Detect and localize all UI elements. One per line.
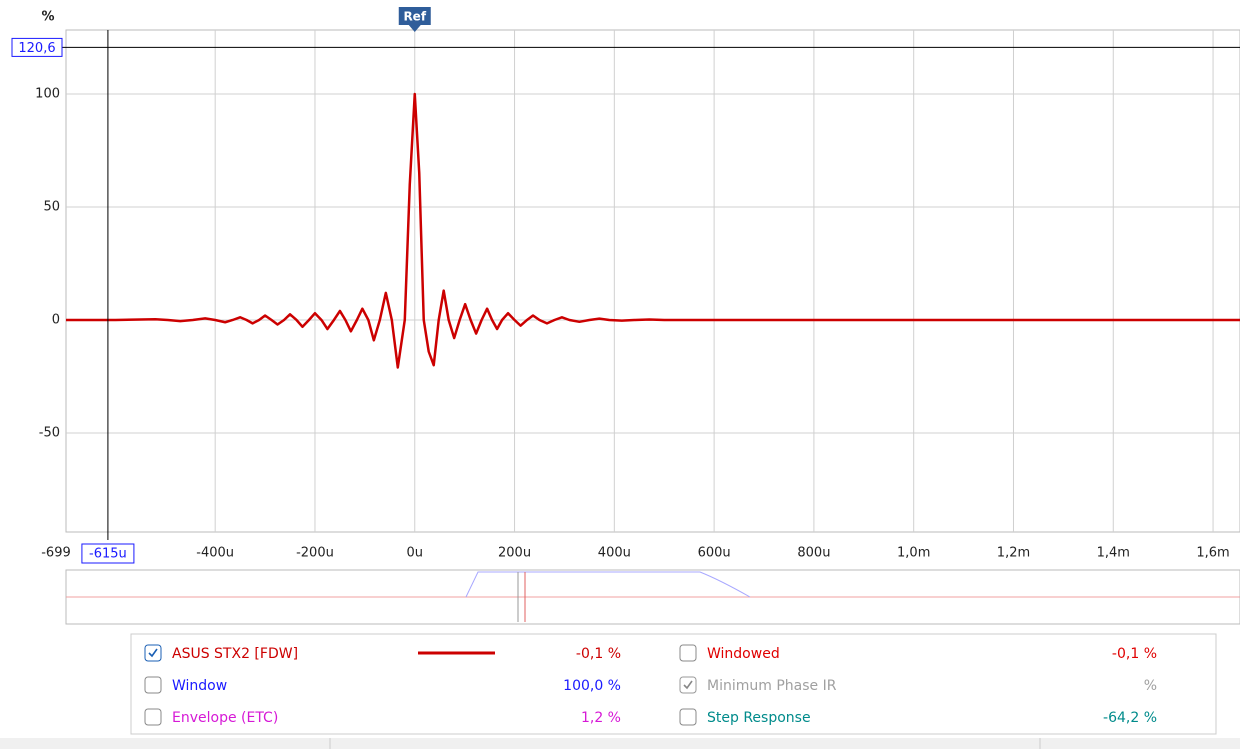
legend-readout: % <box>1144 678 1157 694</box>
cursor-y-box <box>11 37 63 57</box>
legend-label: Windowed <box>707 646 780 662</box>
checkbox[interactable] <box>679 676 697 694</box>
checkbox[interactable] <box>144 676 162 694</box>
x-start-label: -699 <box>41 546 71 561</box>
ref-label: Ref <box>403 10 426 24</box>
legend-label: Minimum Phase IR <box>707 678 837 694</box>
checkmark <box>683 680 693 690</box>
x-tick-label: 1,2m <box>997 546 1030 561</box>
cursor-x-label: -615u <box>89 547 127 562</box>
legend-readout: -0,1 % <box>1112 646 1157 662</box>
x-tick-label: 200u <box>498 546 531 561</box>
legend-readout: 100,0 % <box>563 678 621 694</box>
x-tick-label: 1,0m <box>897 546 930 561</box>
x-tick-label: 1,4m <box>1097 546 1130 561</box>
legend-panel <box>130 633 1217 735</box>
y-axis-label: % <box>41 10 54 25</box>
legend-label: Step Response <box>707 710 811 726</box>
checkmark <box>148 648 158 658</box>
legend-readout: -0,1 % <box>576 646 621 662</box>
x-tick-label: -400u <box>196 546 234 561</box>
y-tick-label: 100 <box>35 86 60 101</box>
y-tick-label: 0 <box>52 312 60 327</box>
checkbox[interactable] <box>679 708 697 726</box>
x-tick-label: 1,6m <box>1196 546 1229 561</box>
x-tick-label: 0u <box>406 546 423 561</box>
impulse-line <box>66 92 1240 369</box>
y-tick-label: -50 <box>39 426 60 441</box>
legend-label: Window <box>172 678 227 694</box>
legend-label: Envelope (ETC) <box>172 710 278 726</box>
cursor-x-box <box>81 543 135 564</box>
plot-frame <box>65 29 1240 533</box>
x-tick-label: 800u <box>797 546 830 561</box>
status-bar <box>0 738 1240 749</box>
checkbox[interactable] <box>679 644 697 662</box>
legend-readout: 1,2 % <box>581 710 621 726</box>
x-tick-label: 600u <box>698 546 731 561</box>
checkbox[interactable] <box>144 708 162 726</box>
plot-area: -50 0 50 100 -400u -200u 0u 200u 400u 600u 800u 1,0… <box>11 7 1240 564</box>
x-tick-label: -200u <box>296 546 334 561</box>
ref-marker <box>398 7 431 32</box>
overview-window <box>465 571 751 598</box>
y-tick-label: 50 <box>43 199 60 214</box>
cursor-y-label: 120,6 <box>18 41 55 56</box>
legend-label: ASUS STX2 [FDW] <box>172 646 298 662</box>
x-tick-label: 400u <box>598 546 631 561</box>
checkbox[interactable] <box>144 644 162 662</box>
legend-readout: -64,2 % <box>1103 710 1157 726</box>
overview <box>65 569 1240 625</box>
legend: ASUS STX2 [FDW] -0,1 % Windowed -0,1 % Windo… <box>144 644 1157 726</box>
